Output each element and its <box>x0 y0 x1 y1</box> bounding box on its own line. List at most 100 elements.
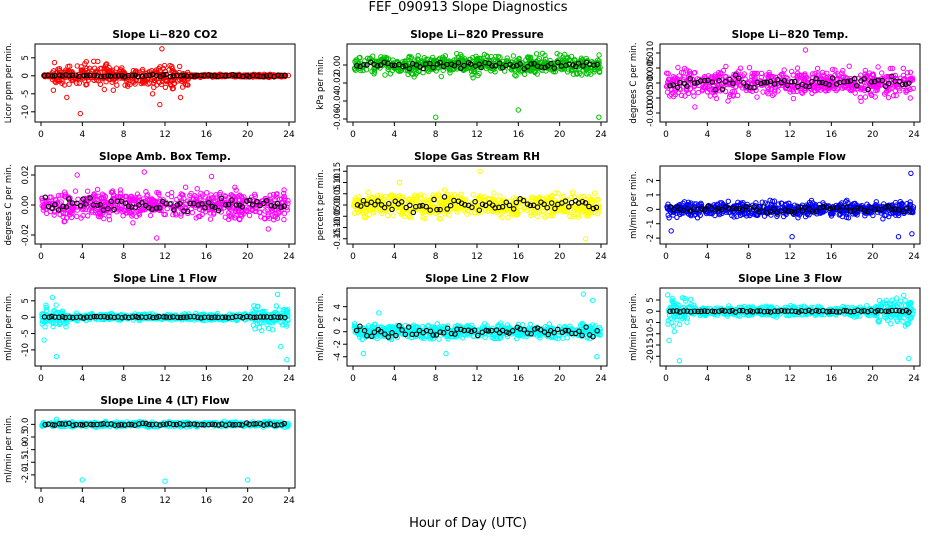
reference-point <box>548 60 554 67</box>
point <box>443 208 450 215</box>
reference-point <box>431 196 437 203</box>
x-tick-label: 16 <box>513 252 525 262</box>
point <box>815 87 821 93</box>
reference-point <box>794 83 801 90</box>
point <box>908 76 915 82</box>
reference-point <box>506 202 513 209</box>
point <box>789 83 796 90</box>
point <box>903 89 909 95</box>
point <box>822 87 829 94</box>
reference-point <box>899 81 906 88</box>
y-tick-label: 0.005 <box>646 56 656 80</box>
reference-point <box>368 199 375 206</box>
point <box>510 207 516 213</box>
point <box>568 53 575 60</box>
reference-point <box>722 78 729 85</box>
reference-point <box>496 60 503 66</box>
point <box>681 65 688 72</box>
point <box>794 203 800 209</box>
reference-point <box>374 63 381 69</box>
y-tick-label: 2 <box>646 178 656 183</box>
reference-point <box>430 64 436 71</box>
point <box>765 84 771 91</box>
reference-point <box>171 207 177 213</box>
point <box>760 89 766 95</box>
y-tick-label: 5 <box>21 298 31 303</box>
y-tick-label: 0 <box>21 314 31 319</box>
outlier-point <box>53 353 60 360</box>
point <box>563 208 569 214</box>
reference-point <box>364 62 370 68</box>
reference-point <box>719 86 726 92</box>
point <box>790 95 797 102</box>
reference-point <box>730 80 736 87</box>
reference-point <box>680 207 687 214</box>
outlier-point <box>157 101 163 108</box>
reference-point <box>52 73 58 79</box>
point <box>544 194 550 200</box>
point <box>578 193 584 200</box>
point <box>363 198 370 205</box>
reference-point <box>882 204 889 210</box>
reference-point <box>153 205 160 211</box>
point <box>516 58 523 65</box>
point <box>169 68 175 74</box>
reference-point <box>667 83 673 89</box>
point <box>570 213 576 220</box>
point <box>464 208 471 214</box>
reference-point <box>882 83 889 89</box>
point <box>442 53 449 59</box>
reference-point <box>827 205 833 212</box>
point <box>781 213 787 220</box>
point <box>597 64 603 71</box>
point <box>182 184 189 190</box>
point <box>56 321 63 327</box>
point <box>406 213 412 220</box>
reference-point <box>691 80 698 86</box>
point <box>392 66 398 72</box>
reference-point <box>715 205 722 212</box>
point <box>781 67 787 73</box>
point <box>274 191 280 197</box>
point <box>97 65 103 72</box>
point <box>734 213 740 220</box>
reference-point <box>524 63 531 70</box>
point <box>560 207 567 214</box>
outlier-point <box>64 94 70 101</box>
reference-point <box>427 60 433 67</box>
reference-point <box>847 78 854 84</box>
point <box>516 56 522 62</box>
reference-point <box>826 82 832 88</box>
point <box>770 92 776 99</box>
point <box>697 212 703 219</box>
reference-point <box>701 77 708 84</box>
reference-point <box>740 80 747 86</box>
reference-point <box>364 201 370 208</box>
point <box>207 216 214 222</box>
reference-point <box>423 203 429 210</box>
outlier-point <box>725 98 731 104</box>
point <box>862 94 869 100</box>
reference-point <box>865 86 871 93</box>
point <box>260 308 266 314</box>
reference-point <box>114 198 121 204</box>
point <box>196 213 202 220</box>
point <box>716 211 723 218</box>
point <box>259 327 265 334</box>
reference-point <box>389 206 395 213</box>
point <box>173 196 180 203</box>
point <box>504 55 510 61</box>
point <box>713 95 720 102</box>
reference-point <box>775 76 781 83</box>
point <box>596 52 602 58</box>
x-tick-label: 20 <box>554 130 566 140</box>
reference-point <box>833 81 840 87</box>
point <box>516 67 522 73</box>
point <box>250 308 256 314</box>
point <box>194 186 200 192</box>
point <box>576 202 583 209</box>
point <box>72 188 79 194</box>
reference-point <box>406 65 413 72</box>
reference-point <box>143 73 149 79</box>
